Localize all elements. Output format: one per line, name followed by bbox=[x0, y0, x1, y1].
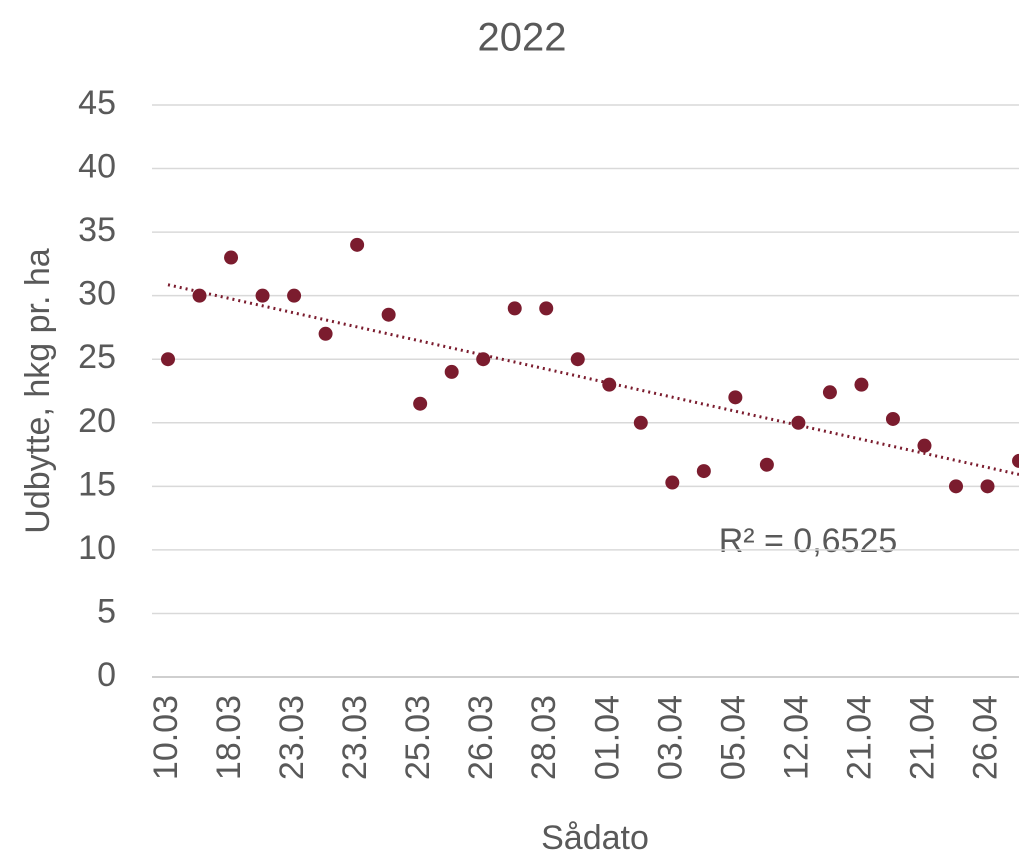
point bbox=[696, 464, 711, 479]
y-tick-label: 5 bbox=[97, 592, 116, 630]
point bbox=[602, 377, 617, 392]
point bbox=[980, 479, 995, 494]
x-tick-label: 18.03 bbox=[210, 695, 248, 780]
x-axis-label: Sådato bbox=[541, 819, 649, 857]
point bbox=[507, 301, 522, 316]
point bbox=[570, 352, 585, 367]
x-tick-label: 21.04 bbox=[903, 695, 941, 780]
x-tick-label: 21.04 bbox=[840, 695, 878, 780]
y-tick-label: 25 bbox=[78, 338, 116, 376]
x-tick-label: 23.03 bbox=[336, 695, 374, 780]
point bbox=[224, 250, 239, 265]
point bbox=[822, 385, 837, 400]
y-tick-label: 45 bbox=[78, 84, 116, 122]
point bbox=[633, 415, 648, 430]
y-axis-label: Udbytte, hkg pr. ha bbox=[19, 248, 57, 533]
y-tick-label: 30 bbox=[78, 275, 116, 313]
x-tick-label: 26.04 bbox=[967, 695, 1005, 780]
point bbox=[192, 288, 207, 303]
trendline bbox=[167, 283, 1019, 476]
point bbox=[161, 352, 175, 367]
y-tick-label: 40 bbox=[78, 148, 116, 186]
point bbox=[759, 457, 774, 472]
y-tick-label: 35 bbox=[78, 211, 116, 249]
x-tick-label: 23.03 bbox=[273, 695, 311, 780]
y-tick-label: 20 bbox=[78, 402, 116, 440]
point bbox=[791, 415, 806, 430]
x-tick-label: 05.04 bbox=[714, 695, 752, 780]
y-tick-label: 10 bbox=[78, 529, 116, 567]
x-tick-label: 26.03 bbox=[462, 695, 500, 780]
y-tick-label: 0 bbox=[97, 656, 116, 694]
point bbox=[318, 326, 333, 341]
point bbox=[381, 307, 396, 322]
point bbox=[728, 390, 743, 405]
point bbox=[444, 364, 459, 379]
point bbox=[255, 288, 270, 303]
y-tick-label: 15 bbox=[78, 465, 116, 503]
point bbox=[885, 411, 900, 426]
point bbox=[413, 396, 428, 411]
x-tick-label: 28.03 bbox=[525, 695, 563, 780]
x-tick-label: 10.03 bbox=[147, 695, 185, 780]
point bbox=[476, 352, 491, 367]
point bbox=[917, 438, 932, 453]
point bbox=[949, 479, 963, 494]
point bbox=[665, 475, 680, 490]
x-tick-label: 01.04 bbox=[588, 695, 626, 780]
point bbox=[350, 237, 365, 252]
point bbox=[854, 377, 869, 392]
x-tick-label: 25.03 bbox=[399, 695, 437, 780]
x-tick-label: 12.04 bbox=[777, 695, 815, 780]
annotation: R² = 0,6525 bbox=[719, 522, 898, 560]
point bbox=[1012, 453, 1019, 468]
point bbox=[287, 288, 302, 303]
chart-title: 2022 bbox=[478, 16, 567, 60]
x-tick-label: 03.04 bbox=[651, 695, 689, 780]
point bbox=[539, 301, 554, 316]
